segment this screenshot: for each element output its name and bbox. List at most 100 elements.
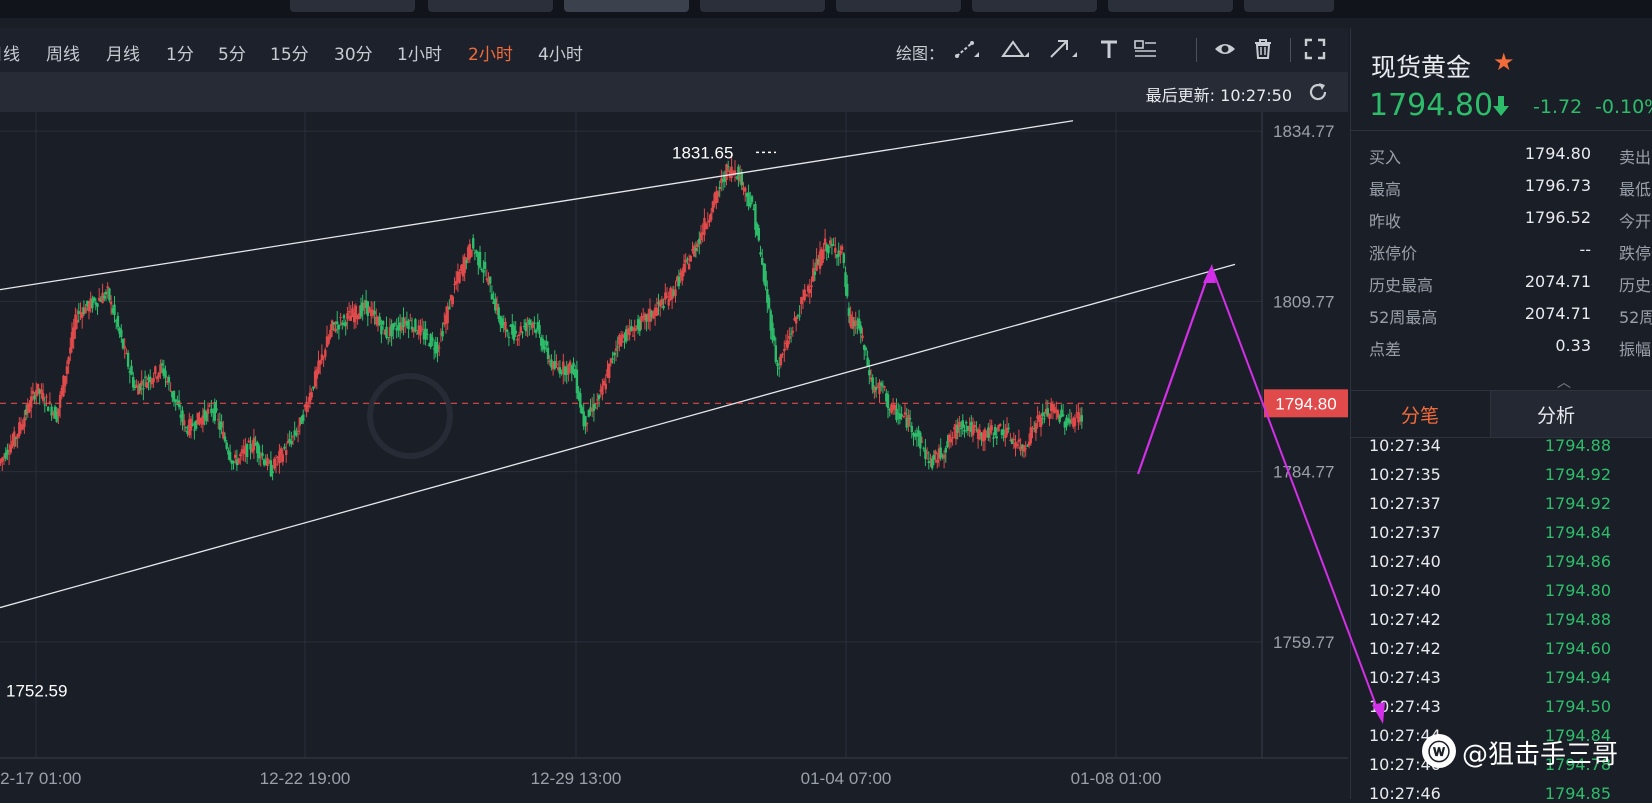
window-tab[interactable] [836,0,961,12]
period-1hour[interactable]: 1小时 [397,45,442,65]
star-icon[interactable]: ★ [1493,48,1515,76]
candle [1055,401,1058,421]
candle [608,363,611,384]
period-monthly[interactable]: 月线 [106,45,140,65]
period-5min[interactable]: 5分 [218,45,246,65]
candle-body [727,165,730,167]
window-tab[interactable] [290,0,415,12]
quote-label: 点差 [1369,340,1402,359]
triangle-tool-icon[interactable] [1000,34,1030,64]
window-tab[interactable] [428,0,553,12]
candle [166,376,169,386]
candle [349,304,352,322]
candle-body [329,329,332,338]
candle [455,270,458,290]
candle-body [349,315,352,321]
candle [502,315,505,333]
candle-body [742,187,745,191]
period-1min[interactable]: 1分 [166,45,194,65]
candle-body [456,271,460,282]
chevron-up-icon[interactable]: ︿ [1557,375,1571,391]
window-tab[interactable] [564,0,689,12]
candle-body [1080,415,1083,422]
candle-body [106,286,109,289]
current-price-label: 1794.80 [1275,394,1336,413]
candle-body [482,270,485,273]
candle-body [631,335,635,337]
candle-body [667,299,670,306]
trash-icon[interactable] [1248,34,1278,64]
tick-time: 10:27:46 [1369,784,1441,803]
candle [325,325,329,348]
candle-body [211,411,215,413]
text-tool-icon[interactable] [1094,34,1124,64]
period-30min[interactable]: 30分 [334,45,373,65]
candle [684,253,687,273]
tab-analysis[interactable]: 分析 [1490,391,1622,437]
candle [500,315,504,329]
candle-body [489,276,492,284]
candle-body [269,460,273,477]
candle [524,318,528,336]
candle [16,433,19,449]
candle [795,315,798,332]
candle [11,433,14,449]
candle-body [497,307,500,320]
candle-body [664,292,667,300]
candle [402,307,405,336]
candle [653,303,657,326]
candle-body [999,424,1002,427]
window-tab[interactable] [1108,0,1233,12]
window-tab[interactable] [700,0,825,12]
candle [917,425,920,447]
fibonacci-tool-icon[interactable] [1130,34,1160,64]
period-2hour[interactable]: 2小时 [468,45,513,65]
refresh-icon[interactable] [1306,80,1330,104]
window-tab[interactable] [1244,0,1334,12]
period-weekly[interactable]: 周线 [46,45,80,65]
candle [626,325,630,342]
candle [1004,423,1007,447]
candle-body [409,320,412,322]
quote-label: 跌停价 [1619,244,1652,263]
candle [1,456,4,471]
candle-body [19,425,23,427]
candle [621,331,624,344]
candle [718,180,721,198]
window-tab[interactable] [972,0,1097,12]
candle-body [621,334,624,339]
candle [230,459,233,471]
candle-body [1065,417,1068,427]
period-daily[interactable]: 日线 [0,45,20,65]
fullscreen-icon[interactable] [1300,34,1330,64]
candle-body [830,244,834,247]
candle-body [696,243,699,247]
candle-body [118,327,121,334]
candle [557,360,560,372]
candle [121,338,125,350]
candle-body [954,424,958,440]
period-15min[interactable]: 15分 [270,45,309,65]
candle-body [704,223,708,229]
candle [50,403,53,421]
candle-body [548,360,551,362]
tab-more[interactable] [1621,391,1652,437]
candle-body [77,311,80,314]
candle-body [550,359,553,368]
line-segment-tool-icon[interactable] [952,34,982,64]
eye-icon[interactable] [1210,34,1240,64]
candle-body [427,344,431,346]
period-4hour[interactable]: 4小时 [538,45,583,65]
candle [852,317,856,337]
quote-label: 买入 [1369,148,1402,167]
candle-body [132,376,135,388]
candle [822,242,825,263]
candlestick-chart[interactable]: 1834.77 1809.77 1784.77 1759.77 12-17 01:00 1… [0,112,1348,799]
candle [956,418,959,440]
candle [332,321,335,332]
arrow-tool-icon[interactable] [1048,34,1078,64]
tab-ticks[interactable]: 分笔 [1351,391,1489,437]
quote-label: 今开 [1619,212,1652,231]
candle-body [506,329,509,332]
candle-body [805,294,808,296]
